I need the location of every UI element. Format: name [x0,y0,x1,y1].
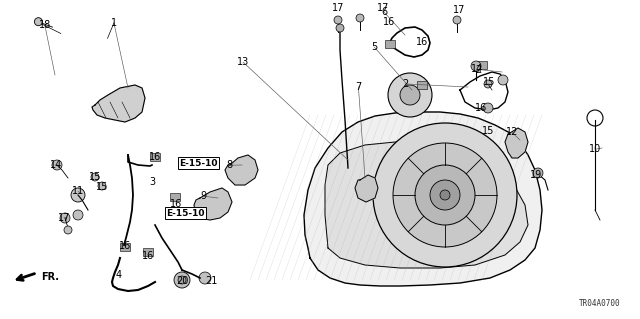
Text: 7: 7 [355,82,362,92]
Circle shape [98,182,106,190]
Circle shape [415,165,475,225]
Text: 17: 17 [453,5,466,15]
Text: E-15-10: E-15-10 [166,209,205,218]
Text: 17: 17 [376,3,389,13]
Circle shape [356,14,364,22]
Circle shape [373,123,517,267]
Text: 4: 4 [115,270,122,280]
Circle shape [35,18,42,26]
Text: 11: 11 [72,186,84,197]
Text: 19: 19 [530,170,543,180]
Circle shape [334,16,342,24]
Text: 8: 8 [226,160,232,170]
Bar [477,61,487,69]
Circle shape [336,24,344,32]
Circle shape [388,73,432,117]
Text: 15: 15 [482,126,495,136]
Text: 16: 16 [475,103,488,114]
Text: 16: 16 [170,198,182,209]
Circle shape [52,160,62,170]
Bar [385,40,395,48]
Polygon shape [355,175,378,202]
Text: 20: 20 [176,276,189,286]
Bar [120,243,130,251]
Text: 5: 5 [371,42,378,52]
Text: 3: 3 [149,177,156,188]
Circle shape [73,210,83,220]
Text: E-15-10: E-15-10 [179,159,218,168]
Polygon shape [92,85,145,122]
Bar [150,153,160,161]
Text: 17: 17 [58,212,70,223]
Circle shape [453,16,461,24]
Text: 9: 9 [200,191,207,201]
Circle shape [174,272,190,288]
Circle shape [60,213,70,223]
Text: 13: 13 [237,57,250,67]
Text: 2: 2 [476,64,482,75]
Text: 18: 18 [38,20,51,30]
Text: 2: 2 [402,79,408,89]
Circle shape [533,168,543,178]
Text: 14: 14 [470,63,483,74]
Polygon shape [194,188,232,220]
Polygon shape [325,142,528,268]
Circle shape [199,272,211,284]
Text: 6: 6 [381,7,387,17]
Text: 16: 16 [142,251,155,261]
Circle shape [440,190,450,200]
Polygon shape [304,112,542,286]
Circle shape [91,173,99,181]
Text: 12: 12 [506,127,518,137]
Text: 15: 15 [88,172,101,182]
Circle shape [64,226,72,234]
Circle shape [393,143,497,247]
Bar [417,81,427,89]
Text: 16: 16 [383,17,396,27]
Circle shape [400,85,420,105]
Text: 15: 15 [96,182,109,192]
Bar [170,193,180,201]
Text: 15: 15 [483,77,496,87]
Text: FR.: FR. [42,272,60,282]
Circle shape [430,180,460,210]
Text: 16: 16 [416,37,429,47]
Text: TR04A0700: TR04A0700 [579,299,621,308]
Circle shape [178,276,186,284]
Polygon shape [505,128,528,158]
Text: 14: 14 [50,160,63,170]
Text: 17: 17 [332,3,344,13]
Circle shape [498,75,508,85]
Text: 21: 21 [205,276,218,286]
Circle shape [484,80,492,88]
Text: 16: 16 [118,241,131,251]
Bar [143,248,153,256]
Text: 16: 16 [148,152,161,162]
Text: 1: 1 [111,18,117,28]
Polygon shape [225,155,258,185]
Text: 10: 10 [589,144,602,154]
Circle shape [483,103,493,113]
Circle shape [471,61,481,71]
Circle shape [71,188,85,202]
